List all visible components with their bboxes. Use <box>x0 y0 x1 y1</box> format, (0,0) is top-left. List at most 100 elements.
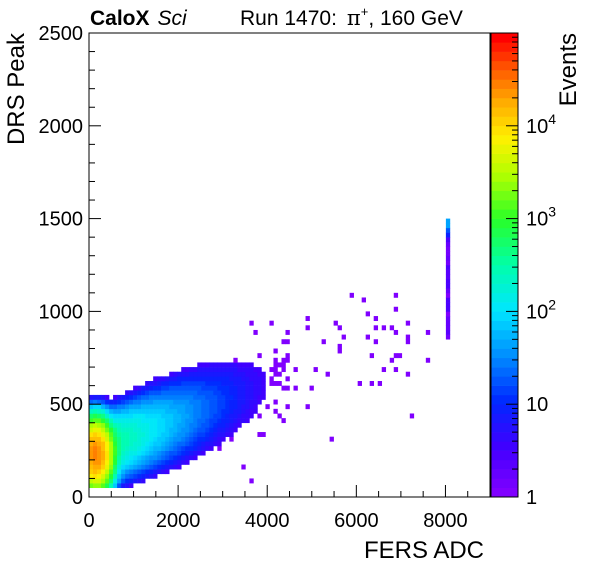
heatmap-bin <box>93 432 98 437</box>
heatmap-bin <box>257 399 262 405</box>
heatmap-bin <box>205 381 210 386</box>
heatmap-bin <box>197 390 202 396</box>
heatmap-bin <box>105 422 110 428</box>
heatmap-bin <box>193 376 198 382</box>
heatmap-bin <box>237 404 242 410</box>
heatmap-bin <box>209 422 214 428</box>
heatmap-bin <box>153 455 158 461</box>
heatmap-bin <box>161 408 166 414</box>
heatmap-bin <box>177 413 182 419</box>
heatmap-bin <box>221 432 226 437</box>
heatmap-bin <box>237 376 242 382</box>
heatmap-bin <box>149 432 154 437</box>
heatmap-bin <box>141 478 146 484</box>
heatmap-bin <box>125 408 130 414</box>
color-scale-level <box>491 144 518 154</box>
heatmap-bin <box>405 339 411 345</box>
heatmap-bin <box>169 459 174 465</box>
color-scale-level <box>491 246 518 257</box>
heatmap-bin <box>137 394 142 400</box>
heatmap-bin <box>93 459 98 465</box>
heatmap-bin <box>149 445 154 451</box>
heatmap-bin <box>233 362 238 368</box>
heatmap-bin <box>169 450 174 456</box>
heatmap-bin <box>201 436 206 442</box>
color-scale-level <box>491 172 518 182</box>
heatmap-bin <box>213 399 218 405</box>
heatmap-bin <box>161 404 166 410</box>
heatmap-bin <box>181 436 186 442</box>
heatmap-bin <box>153 413 158 419</box>
heatmap-bin <box>153 464 158 470</box>
heatmap-bin <box>209 427 214 433</box>
heatmap-bin <box>137 473 142 479</box>
heatmap-bin <box>185 445 190 451</box>
heatmap-bin <box>277 371 282 377</box>
heatmap-bin <box>149 399 154 405</box>
heatmap-bin <box>189 432 194 437</box>
heatmap-bin <box>205 385 210 391</box>
heatmap-bin <box>249 394 254 400</box>
heatmap-bin <box>277 362 282 368</box>
heatmap-bin <box>193 445 198 451</box>
heatmap-bin <box>109 418 114 424</box>
heatmap-bin <box>193 432 198 437</box>
heatmap-bin <box>193 413 198 419</box>
heatmap-bin <box>157 404 162 410</box>
heatmap-bin <box>253 367 258 373</box>
heatmap-bin <box>97 399 102 405</box>
heatmap-bin <box>133 404 138 410</box>
heatmap-bin <box>89 464 94 470</box>
heatmap-bin <box>405 371 411 377</box>
heatmap-bin <box>117 469 122 475</box>
heatmap-bin <box>149 418 154 424</box>
heatmap-bin <box>105 399 110 405</box>
heatmap-bin <box>113 469 118 475</box>
heatmap-bin <box>141 469 146 475</box>
heatmap-bin <box>177 371 182 377</box>
z-tick-label: 1 <box>526 487 537 509</box>
heatmap-bin <box>117 394 122 400</box>
heatmap-bin <box>93 408 98 414</box>
color-scale-level <box>491 237 518 247</box>
heatmap-bin <box>205 441 210 447</box>
heatmap-bin <box>109 436 114 442</box>
color-scale-level <box>491 422 518 433</box>
heatmap-bin <box>105 441 110 447</box>
heatmap-bin <box>121 432 126 437</box>
heatmap-bin <box>157 459 162 465</box>
heatmap-bin <box>169 432 174 437</box>
heatmap-bin <box>113 445 118 451</box>
heatmap-bin <box>141 427 146 433</box>
heatmap-bin <box>177 450 182 456</box>
heatmap-bin <box>93 478 98 484</box>
heatmap-bin <box>201 385 206 391</box>
heatmap-bin <box>305 325 310 331</box>
heatmap-bin <box>209 381 214 386</box>
heatmap-bin <box>101 408 106 414</box>
heatmap-bin <box>237 385 242 391</box>
heatmap-bin <box>93 422 98 428</box>
heatmap-bin <box>285 357 290 363</box>
heatmap-bin <box>201 413 206 419</box>
heatmap-bin <box>225 362 230 368</box>
heatmap-bin <box>93 436 98 442</box>
heatmap-bin <box>189 399 194 405</box>
heatmap-bin <box>249 376 254 382</box>
heatmap-bin <box>113 478 118 484</box>
heatmap-bin <box>149 381 154 386</box>
heatmap-bin <box>129 394 134 400</box>
heatmap-bin <box>217 371 222 377</box>
heatmap-bin <box>161 376 166 382</box>
heatmap-bin <box>197 394 202 400</box>
heatmap-bin <box>205 394 210 400</box>
heatmap-bin <box>217 418 222 424</box>
heatmap-bin <box>225 381 230 386</box>
heatmap-bin <box>117 464 122 470</box>
heatmap-bin <box>189 376 194 382</box>
heatmap-bin <box>445 274 451 280</box>
heatmap-bin <box>185 413 190 419</box>
heatmap-bin <box>237 422 242 428</box>
heatmap-bin <box>137 427 142 433</box>
heatmap-bin <box>105 459 110 465</box>
